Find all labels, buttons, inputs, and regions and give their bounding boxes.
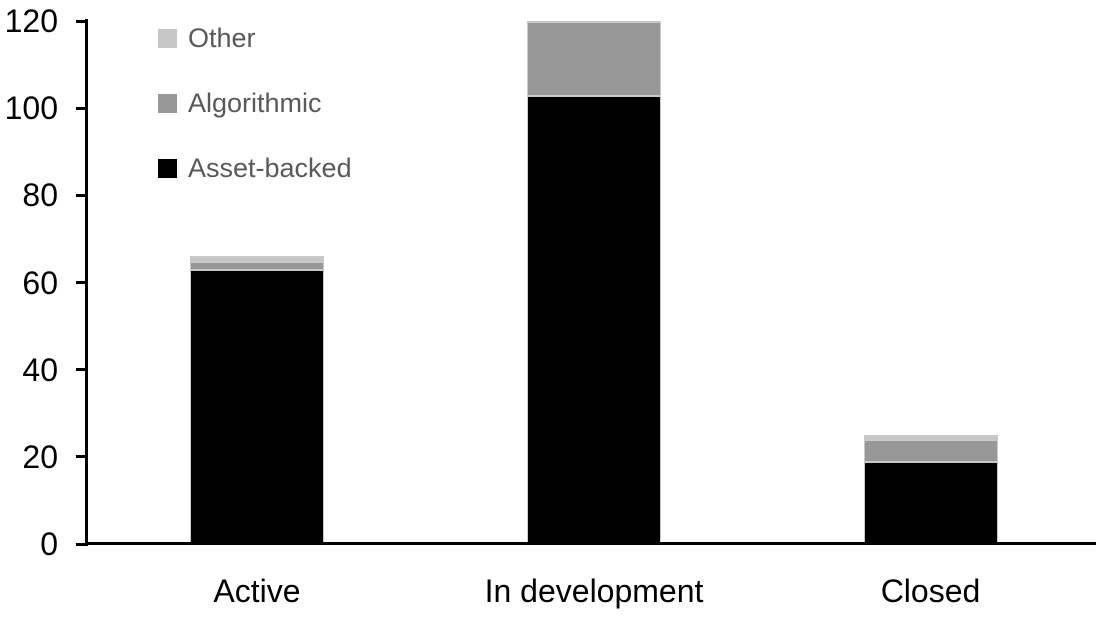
y-tick	[76, 281, 88, 284]
bar-segment-other-active	[190, 256, 324, 261]
y-tick	[76, 368, 88, 372]
y-tick	[76, 106, 88, 110]
bar-segment-other-closed	[863, 435, 998, 440]
y-tick-label: 80	[22, 177, 58, 214]
y-tick	[76, 542, 88, 546]
legend-item-other: Other	[158, 24, 256, 52]
y-tick-label: 60	[22, 264, 58, 301]
legend-item-asset-backed: Asset-backed	[158, 154, 352, 182]
bar-segment-algorithmic-in-development	[527, 21, 661, 96]
bar-segment-algorithmic-closed	[863, 439, 998, 462]
legend-swatch-algorithmic	[158, 93, 177, 113]
y-tick-label: 120	[4, 3, 58, 39]
y-tick	[76, 193, 88, 197]
legend-label-other: Other	[188, 23, 256, 53]
x-axis-label-active: Active	[213, 573, 301, 609]
legend-item-algorithmic: Algorithmic	[158, 89, 322, 117]
y-tick-label: 100	[4, 90, 58, 127]
legend-label-asset-backed: Asset-backed	[188, 153, 352, 183]
x-axis-label-closed: Closed	[880, 573, 981, 609]
bar-segment-asset-backed-in-development	[527, 95, 661, 544]
y-tick	[76, 19, 88, 23]
legend-swatch-asset-backed	[158, 158, 177, 178]
bar-segment-asset-backed-active	[190, 269, 324, 544]
legend-swatch-other	[158, 28, 177, 48]
y-tick-label: 20	[22, 438, 58, 475]
y-tick-label: 0	[40, 526, 58, 562]
x-axis-line	[85, 542, 1096, 545]
bar-segment-asset-backed-closed	[863, 461, 998, 544]
y-tick-label: 40	[22, 351, 58, 388]
legend-label-algorithmic: Algorithmic	[188, 88, 322, 118]
x-axis-label-in-development: In development	[484, 573, 704, 609]
y-tick	[76, 455, 88, 459]
bar-segment-algorithmic-active	[190, 260, 324, 270]
